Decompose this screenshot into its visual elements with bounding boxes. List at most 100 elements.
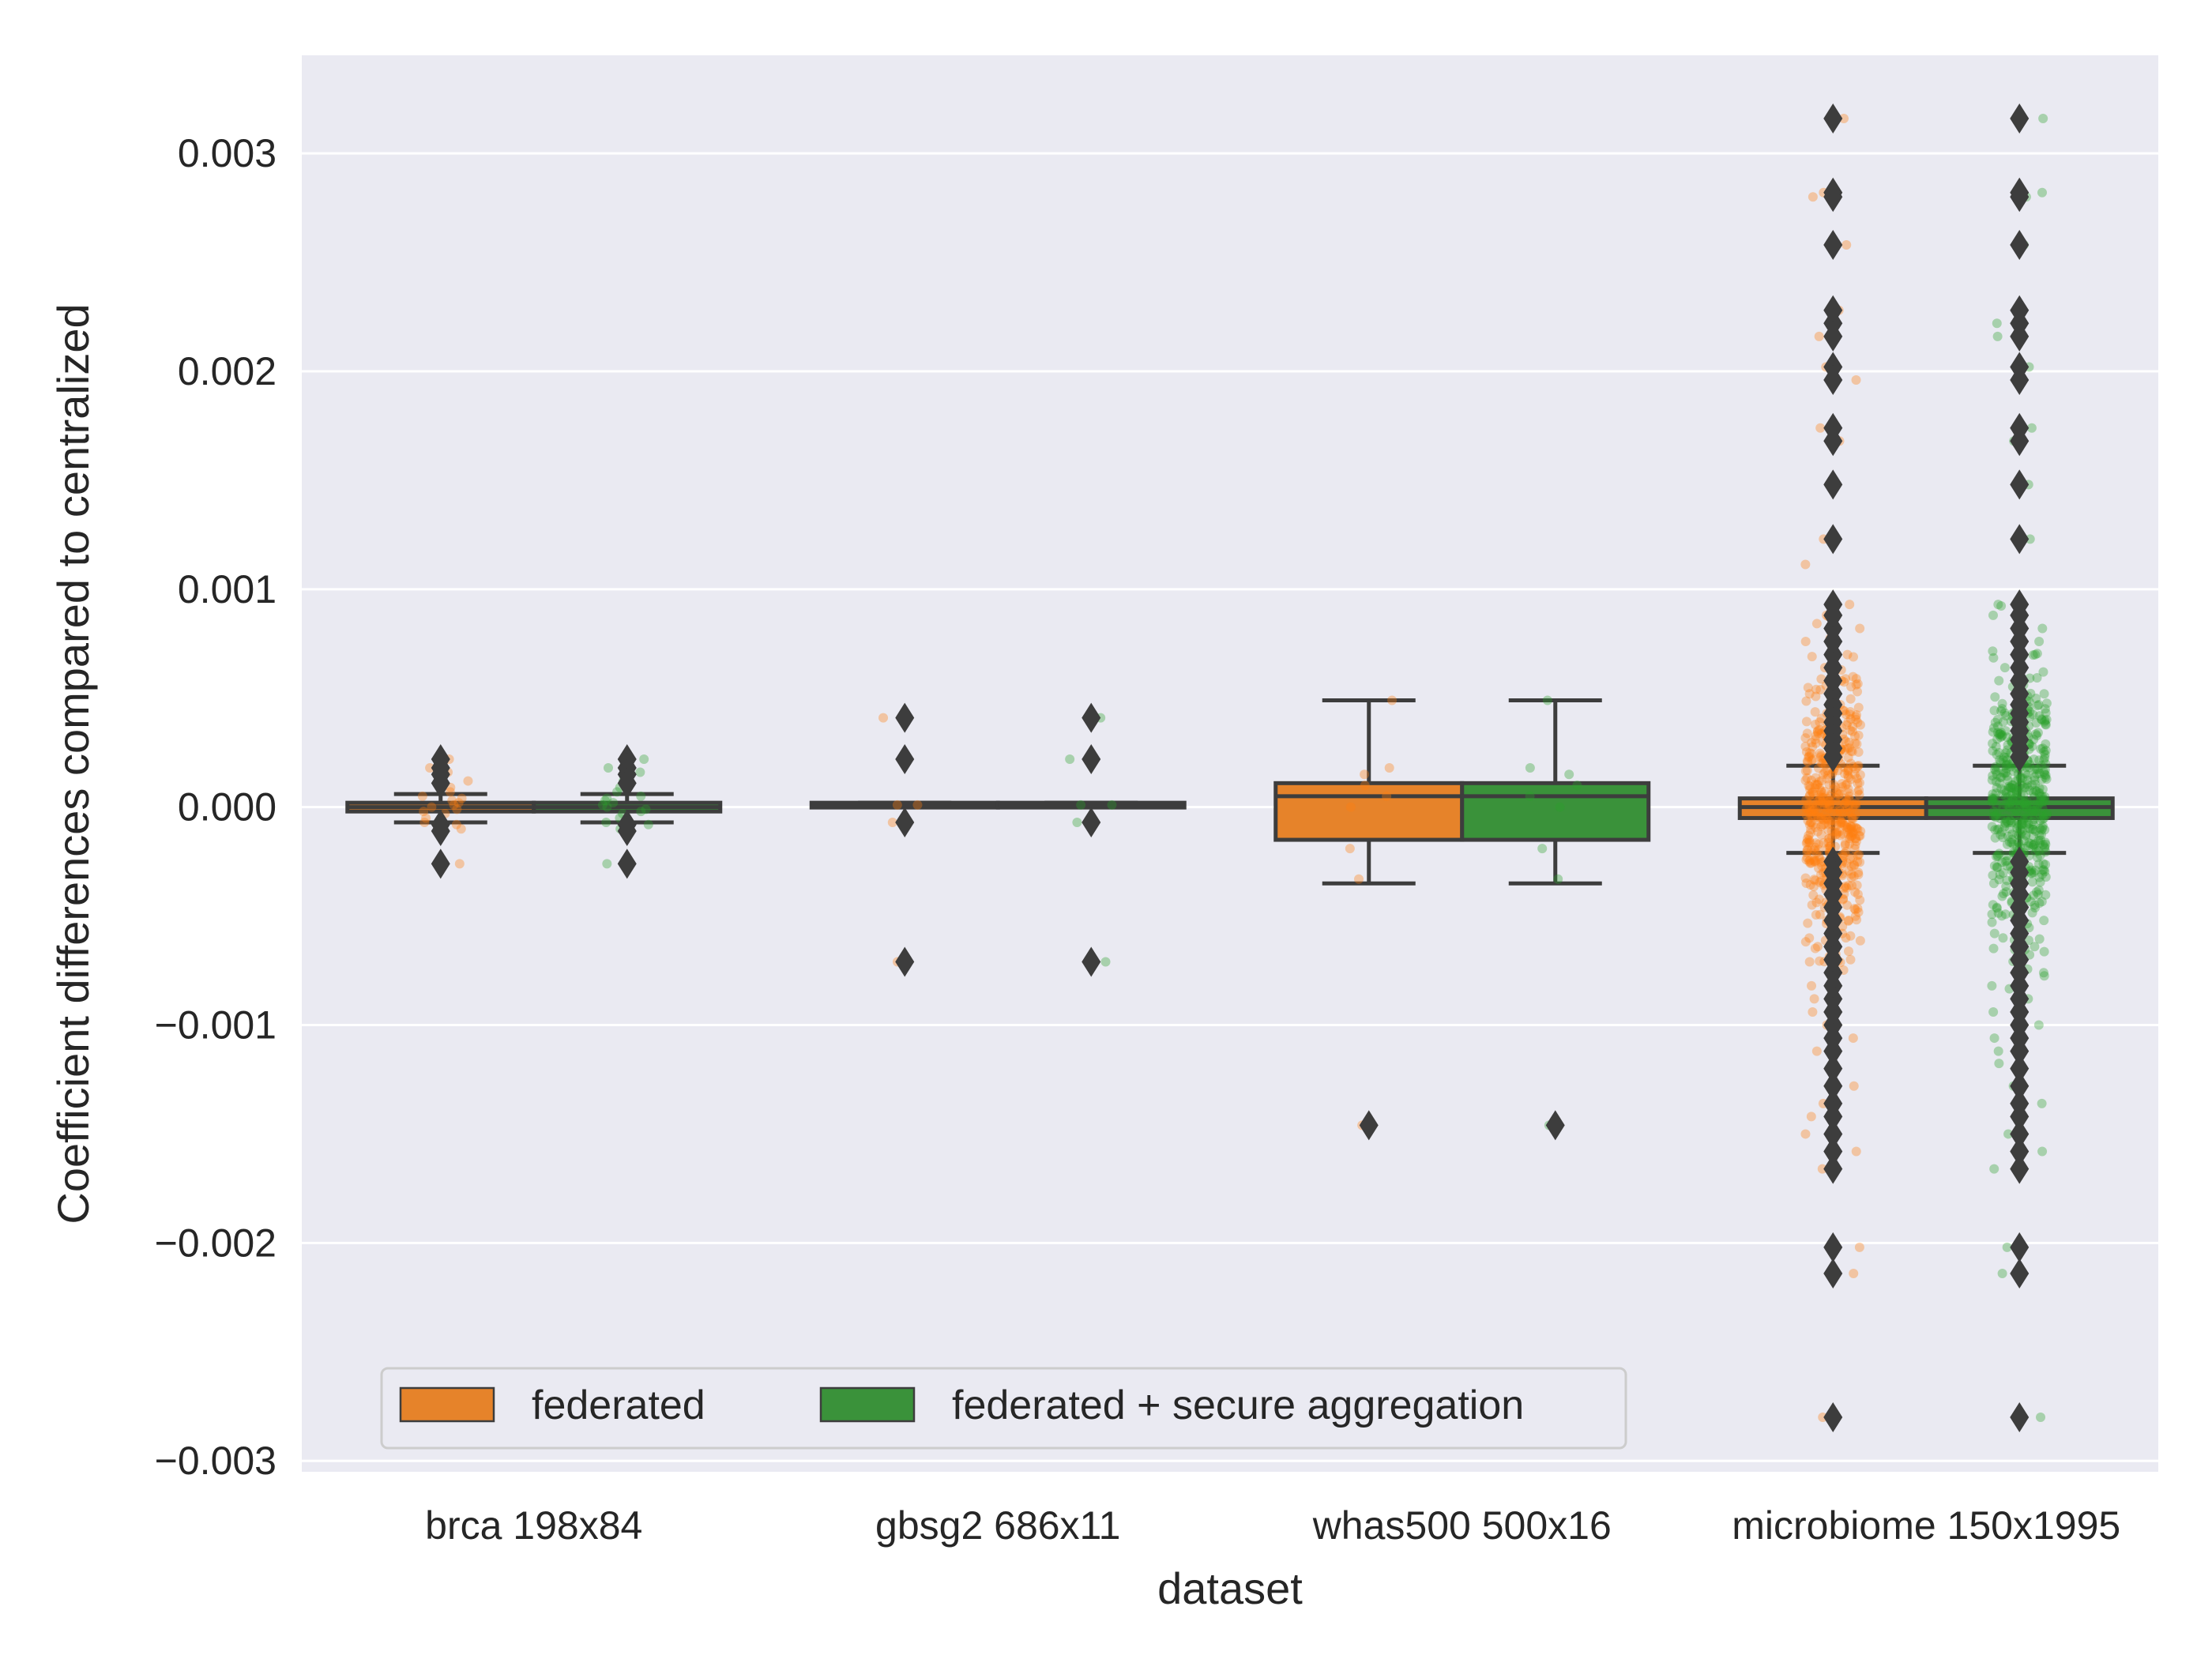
strip-point: [1801, 838, 1811, 848]
strip-point: [2038, 821, 2048, 831]
strip-point: [2040, 704, 2050, 714]
strip-point: [1855, 935, 1865, 946]
strip-point: [2036, 835, 2046, 845]
strip-point: [1988, 806, 1999, 816]
strip-point: [1841, 796, 1852, 806]
outlier-markers: [431, 103, 2030, 1433]
strip-point: [2028, 842, 2038, 852]
strip-point: [2029, 805, 2039, 815]
strip-point: [2040, 753, 2050, 763]
strip-point: [2024, 838, 2034, 848]
strip-point: [1800, 1129, 1811, 1139]
strip-point: [2019, 809, 2030, 819]
strip-point: [2026, 868, 2037, 878]
strip-point: [1814, 845, 1824, 855]
strip-point: [2001, 752, 2011, 762]
strip-point: [1987, 980, 1997, 991]
strip-point: [2002, 732, 2012, 743]
outlier-diamond: [1823, 1232, 1843, 1262]
strip-point: [2002, 860, 2012, 871]
strip-point: [1801, 803, 1811, 814]
strip-point: [2032, 887, 2042, 897]
strip-point: [2034, 788, 2045, 799]
strip-point: [2035, 850, 2045, 860]
strip-point: [2027, 908, 2037, 918]
strip-point: [1992, 800, 2002, 811]
strip-point: [1806, 749, 1816, 759]
strip-point: [1811, 691, 1821, 702]
strip-point: [2038, 667, 2048, 677]
strip-point: [1992, 852, 2003, 862]
strip-point: [1851, 375, 1861, 386]
strip-point: [1993, 908, 2003, 918]
strip-point: [1802, 766, 1812, 776]
strip-point: [1988, 794, 1999, 804]
strip-point: [1848, 762, 1858, 772]
legend-label-federated: federated: [532, 1382, 705, 1428]
strip-point: [1842, 824, 1853, 834]
strip-point: [2039, 747, 2049, 757]
strip-point: [1814, 894, 1824, 905]
strip-point: [1814, 331, 1824, 341]
strip-point: [2014, 841, 2025, 852]
strip-point: [1846, 873, 1856, 883]
strip-point: [2019, 836, 2030, 846]
strip-point: [1988, 727, 1998, 737]
outlier-diamond: [1823, 1136, 1843, 1167]
strip-point: [2030, 729, 2041, 739]
strip-point: [1815, 854, 1825, 864]
strip-point: [1855, 831, 1865, 841]
strip-point: [1814, 852, 1824, 862]
strip-point: [1997, 730, 2007, 740]
strip-point: [1854, 1242, 1864, 1252]
strip-point: [2040, 792, 2050, 802]
strip-point: [1995, 778, 2005, 788]
strip-point: [1804, 747, 1815, 758]
strip-point: [2029, 890, 2039, 901]
strip-point: [1842, 779, 1853, 789]
strip-point: [1855, 720, 1865, 730]
strip-point: [1382, 791, 1392, 801]
strip-point: [1830, 826, 1840, 837]
strip-point: [1832, 829, 1842, 839]
strip-point: [1999, 822, 2010, 832]
strip-point: [2021, 830, 2031, 840]
strip-point: [2035, 838, 2045, 848]
outlier-diamond: [1823, 182, 1843, 213]
strip-point: [1816, 830, 1826, 840]
strip-point: [1851, 800, 1861, 811]
strip-point: [2023, 818, 2033, 829]
strip-point: [2007, 818, 2017, 828]
strip-point: [1855, 769, 1865, 780]
strip-point: [1823, 804, 1833, 814]
strip-point: [1806, 825, 1816, 835]
strip-point: [1804, 933, 1815, 943]
strip-point: [2002, 754, 2012, 765]
strip-point: [2022, 801, 2032, 811]
strip-point: [2025, 759, 2035, 769]
strip-point: [2022, 803, 2033, 814]
strip-point: [2028, 824, 2038, 834]
strip-point: [1998, 717, 2008, 727]
strip-point: [1832, 798, 1842, 808]
strip-point: [2027, 805, 2037, 815]
outlier-diamond: [1823, 1101, 1843, 1132]
strip-point: [1815, 792, 1825, 802]
strip-point: [2018, 815, 2029, 826]
strip-point: [1803, 845, 1813, 855]
strip-point: [2020, 796, 2030, 806]
strip-point: [2033, 846, 2044, 856]
strip-point: [1810, 875, 1820, 886]
strip-point: [1814, 783, 1824, 793]
x-tick-label: brca 198x84: [425, 1503, 642, 1548]
strip-point: [1816, 788, 1826, 798]
strip-point: [2026, 423, 2037, 433]
strip-point: [1987, 909, 1997, 920]
strip-point: [2034, 783, 2045, 793]
strip-point: [2006, 762, 2016, 772]
strip-point: [1816, 857, 1826, 867]
strip-point: [2035, 877, 2045, 887]
strip-point: [2030, 764, 2040, 774]
strip-point: [2033, 859, 2044, 869]
strip-point: [2009, 784, 2019, 794]
